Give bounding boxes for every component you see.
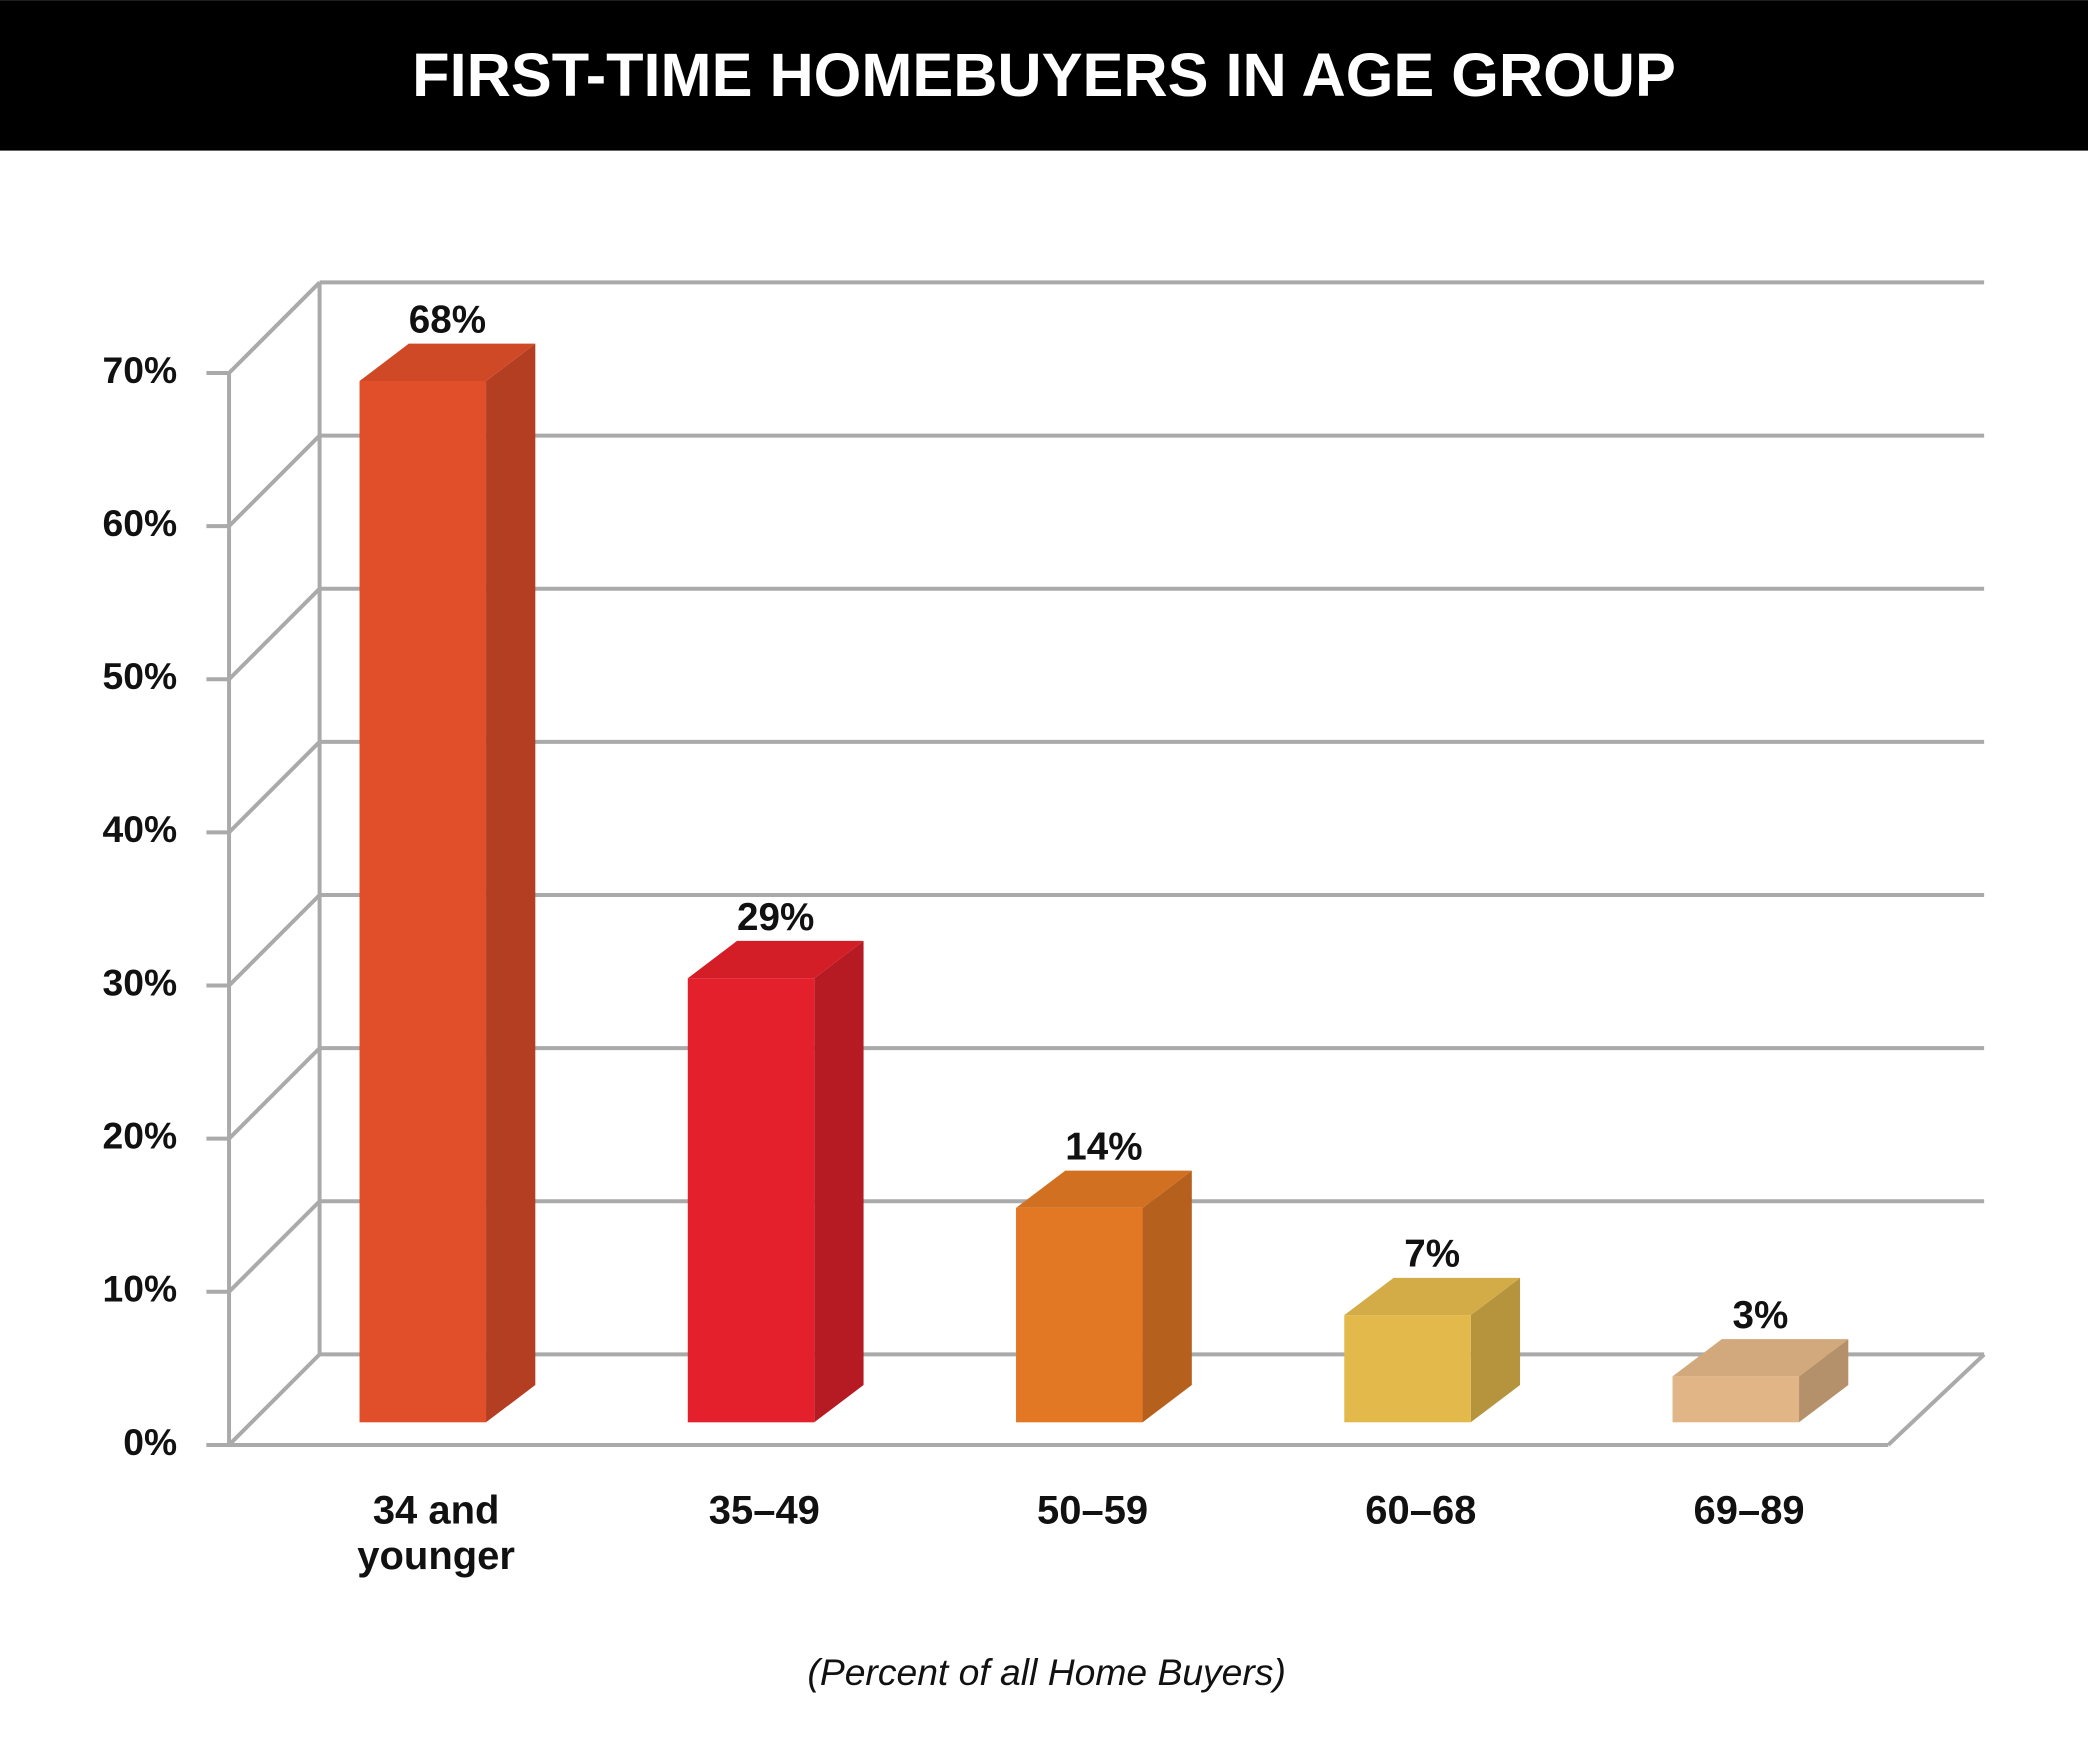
y-tick-label: 50% [103,655,178,697]
bar-side [1799,1339,1849,1423]
grid-diagonal [227,1352,322,1447]
value-label: 14% [1065,1126,1142,1169]
x-tick-label-box: 34 and younger [357,1488,515,1579]
floor-right [1886,1352,1986,1447]
grid-diagonal [227,281,322,375]
bar [1672,1376,1800,1423]
chart-title: FIRST-TIME HOMEBUYERS IN AGE GROUP [412,41,1676,109]
x-tick-label: 50–59 [1037,1488,1149,1533]
grid-diagonal [227,1046,322,1141]
value-label: 7% [1404,1233,1460,1276]
bar-side [1142,1170,1192,1423]
y-tick-label: 10% [103,1268,178,1310]
y-tick-label: 70% [103,349,178,391]
x-tick-label-box: 35–49 [708,1488,820,1533]
y-tick-label: 20% [103,1115,178,1157]
x-tick-label-box: 69–89 [1693,1488,1805,1533]
bar-top [1672,1339,1849,1377]
y-tick-label: 40% [103,808,178,850]
value-label: 3% [1733,1294,1789,1337]
x-tick-label-box: 60–68 [1365,1488,1477,1533]
bar-top [687,940,864,979]
y-tick-label: 60% [103,502,178,544]
grid-diagonal [227,434,322,528]
bar-side [486,343,536,1423]
grid-diagonal [227,740,322,834]
x-tick-label: 35–49 [708,1488,820,1533]
y-tick-label: 30% [103,961,178,1003]
value-label: 29% [737,896,814,939]
chart-note: (Percent of all Home Buyers) [807,1651,1285,1693]
bar-top [1016,1170,1192,1208]
x-tick-label-box: 50–59 [1037,1488,1149,1533]
title-bar [0,0,2088,151]
x-tick-label: 69–89 [1693,1488,1805,1533]
y-tick-label: 0% [123,1421,177,1463]
bar-side [1470,1277,1521,1423]
bar-top [359,343,536,381]
bar [687,978,815,1423]
bar-top [1344,1277,1521,1316]
bar [359,380,487,1423]
bar-side [814,940,864,1423]
x-tick-label: 60–68 [1365,1488,1477,1533]
bar [1344,1315,1471,1423]
grid-diagonal [227,1199,322,1294]
bar [1016,1207,1143,1423]
value-label: 68% [409,299,486,342]
grid-diagonal [227,587,322,681]
x-tick-label: 34 and younger [357,1488,515,1579]
grid-diagonal [227,893,322,987]
